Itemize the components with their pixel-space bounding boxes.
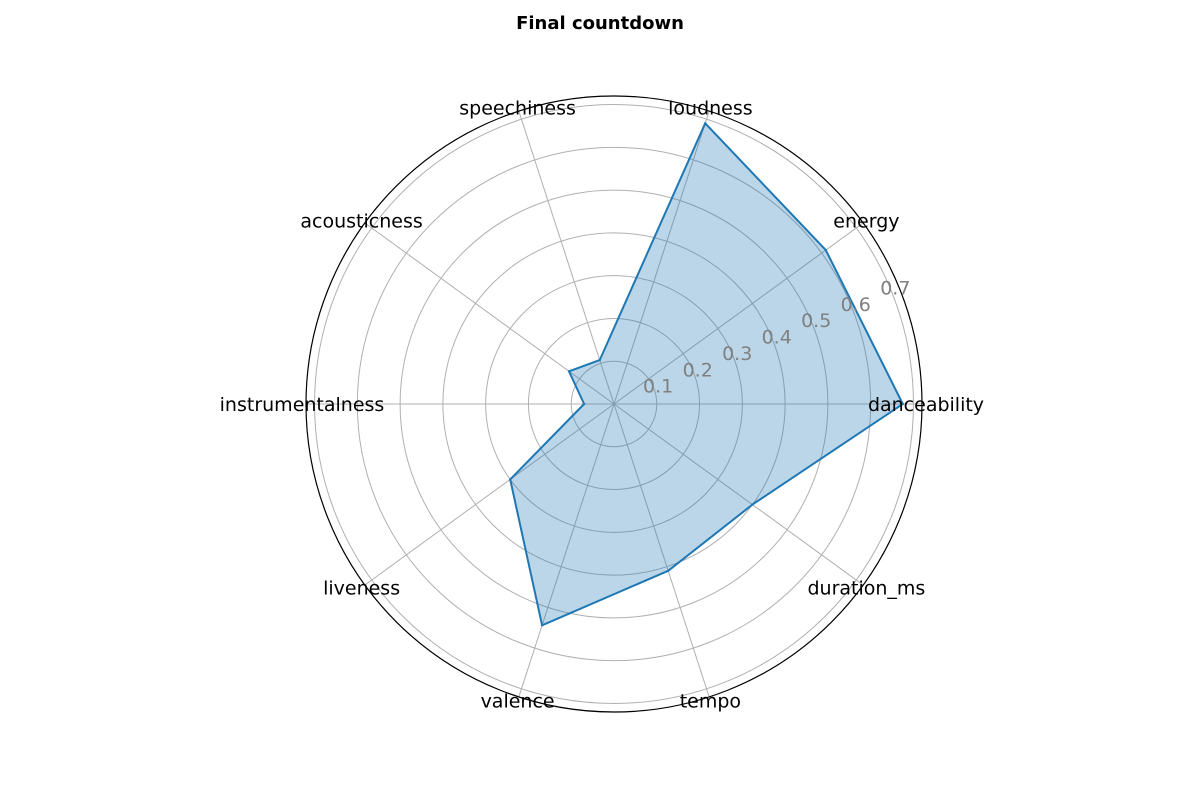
r-tick-label: 0.1 <box>643 376 673 398</box>
r-tick-label: 0.5 <box>801 310 831 332</box>
category-label: acousticness <box>300 211 422 233</box>
chart-title: Final countdown <box>516 13 684 34</box>
grid-spoke <box>518 403 615 698</box>
data-point <box>540 624 544 627</box>
r-tick-label: 0.4 <box>762 327 792 349</box>
data-point <box>901 402 904 406</box>
r-tick-label: 0.3 <box>722 343 752 365</box>
data-point <box>704 122 707 125</box>
category-label: instrumentalness <box>220 394 385 416</box>
grid-spoke <box>364 222 615 405</box>
grid-spoke <box>364 403 615 586</box>
data-point <box>509 478 512 481</box>
r-tick-label: 0.6 <box>841 294 871 316</box>
grid-spoke <box>613 403 710 698</box>
data-point <box>751 503 754 506</box>
category-label: liveness <box>323 577 400 599</box>
data-point <box>598 358 601 362</box>
category-label: loudness <box>668 97 753 119</box>
r-tick-label: 0.2 <box>683 359 713 381</box>
data-point <box>667 569 670 572</box>
category-label: energy <box>833 211 899 233</box>
data-point <box>567 370 571 373</box>
grid-spoke <box>613 403 864 586</box>
category-label: duration_ms <box>807 577 925 599</box>
grid-spoke <box>613 110 710 405</box>
data-point <box>824 248 827 252</box>
polar-frame <box>305 95 923 713</box>
series-area <box>510 123 903 626</box>
grid-spoke <box>518 110 615 405</box>
r-tick-label: 0.7 <box>880 278 910 300</box>
category-label: valence <box>481 691 555 713</box>
category-label: danceability <box>868 394 984 416</box>
data-point <box>582 402 586 406</box>
grid-spoke <box>613 222 864 405</box>
category-label: speechiness <box>459 97 576 119</box>
category-label: tempo <box>680 691 741 713</box>
